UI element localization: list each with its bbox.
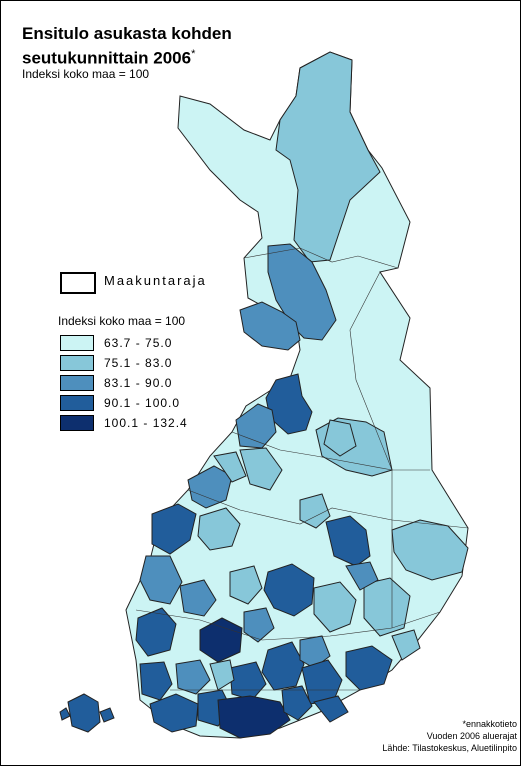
legend-item: 63.7 - 75.0	[60, 333, 188, 353]
title-line-1: Ensitulo asukasta kohden	[22, 24, 232, 43]
region-aland-islet-1	[99, 707, 115, 723]
region-aland	[67, 693, 101, 733]
region-varkaus	[345, 561, 379, 591]
legend-item: 100.1 - 132.4	[60, 413, 188, 433]
region-forssa	[209, 659, 235, 691]
title-footnote-mark: *	[191, 48, 196, 60]
region-rovaniemi	[267, 243, 337, 341]
footnote-estimate: *ennakkotieto	[462, 719, 517, 729]
footnote-source: Lähde: Tilastokeskus, Aluetilinpito	[382, 743, 517, 753]
region-aland-islet-2	[59, 707, 71, 721]
province-border-central	[187, 489, 469, 529]
region-rauma	[139, 661, 173, 701]
region-suupohja	[139, 555, 183, 605]
region-imatra	[391, 629, 421, 661]
region-joensuu	[391, 519, 469, 581]
region-ylasavo	[299, 493, 331, 529]
region-seinajoki	[197, 507, 241, 551]
region-kuopio	[325, 515, 371, 567]
region-vaasa-north	[187, 465, 233, 509]
legend-label: 100.1 - 132.4	[104, 416, 188, 430]
region-kotka	[313, 695, 349, 723]
province-border-south	[135, 609, 441, 641]
region-kajaani	[323, 419, 357, 457]
legend-item: 75.1 - 83.0	[60, 353, 188, 373]
province-border-lapland	[243, 247, 399, 269]
province-border-east	[349, 271, 393, 628]
region-jakobstad	[213, 451, 247, 483]
legend-item: 90.1 - 100.0	[60, 393, 188, 413]
region-tampere	[199, 617, 243, 663]
title-line-2: seutukunnittain 2006	[22, 48, 192, 68]
region-vaasa	[151, 503, 197, 555]
region-keuruu	[229, 565, 263, 605]
region-oulu	[265, 373, 313, 435]
province-border-label: Maakuntaraja	[104, 273, 207, 288]
footnote: *ennakkotieto Vuoden 2006 aluerajat Lähd…	[382, 718, 517, 754]
region-jyvaskyla	[263, 563, 315, 617]
map-title: Ensitulo asukasta kohden seutukunnittain…	[22, 24, 322, 69]
map-subtitle: Indeksi koko maa = 100	[22, 67, 150, 81]
region-savonlinna	[363, 577, 411, 637]
region-loimaa	[175, 659, 211, 695]
legend-item: 83.1 - 90.0	[60, 373, 188, 393]
region-nivala	[239, 447, 283, 491]
region-kemi-tornio	[239, 301, 301, 351]
region-porvoo	[281, 685, 313, 721]
legend-label: 63.7 - 75.0	[104, 336, 173, 350]
region-helsinki	[217, 695, 291, 739]
region-ikaalinen	[179, 579, 217, 617]
legend-label: 90.1 - 100.0	[104, 396, 181, 410]
province-border-swatch	[60, 272, 96, 294]
legend-swatch	[60, 355, 94, 371]
footnote-borders: Vuoden 2006 aluerajat	[426, 731, 517, 741]
legend-swatch	[60, 415, 94, 431]
legend-title: Indeksi koko maa = 100	[58, 314, 186, 328]
legend-swatch	[60, 335, 94, 351]
region-pori	[135, 607, 177, 657]
region-mikkeli	[313, 581, 357, 633]
legend: 63.7 - 75.0 75.1 - 83.0 83.1 - 90.0 90.1 - …	[60, 333, 188, 433]
region-kangasala	[243, 607, 275, 643]
legend-label: 75.1 - 83.0	[104, 356, 173, 370]
legend-swatch	[60, 395, 94, 411]
region-lahti	[261, 641, 305, 691]
region-pohjois-lappi	[275, 51, 381, 263]
legend-label: 83.1 - 90.0	[104, 376, 173, 390]
region-lappeenranta	[345, 645, 393, 691]
region-hameenlinna	[229, 661, 267, 701]
region-turku	[149, 693, 199, 733]
legend-swatch	[60, 375, 94, 391]
province-border-north-ostrobothnia	[231, 431, 430, 471]
